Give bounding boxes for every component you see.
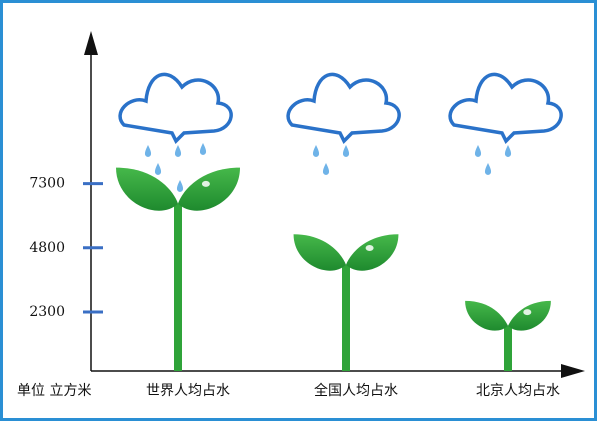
chart: 单位 立方米 7300 4800 2300 世界人均占水 全国人均占水 北京人均占水 bbox=[17, 31, 585, 399]
stem bbox=[342, 264, 350, 371]
raindrop bbox=[484, 163, 492, 175]
raindrop bbox=[504, 145, 512, 157]
shine bbox=[523, 309, 532, 316]
y-axis-label: 单位 立方米 bbox=[17, 383, 91, 399]
plant bbox=[293, 234, 399, 371]
cloud bbox=[448, 72, 563, 144]
raindrop bbox=[322, 163, 330, 175]
leaf bbox=[346, 234, 399, 271]
x-tick-label: 北京人均占水 bbox=[476, 383, 560, 399]
stem bbox=[174, 203, 182, 371]
x-tick-label: 世界人均占水 bbox=[146, 383, 230, 399]
raindrop bbox=[342, 145, 350, 157]
raindrop bbox=[474, 145, 482, 157]
raindrop bbox=[154, 163, 162, 175]
cloud bbox=[286, 72, 401, 144]
y-tick-label: 7300 bbox=[29, 176, 65, 192]
x-tick-label: 全国人均占水 bbox=[314, 382, 398, 399]
shine bbox=[201, 180, 210, 187]
cloud bbox=[118, 72, 233, 144]
raindrop bbox=[176, 180, 184, 192]
leaf bbox=[116, 167, 178, 211]
raindrop bbox=[199, 143, 207, 155]
raindrop bbox=[312, 145, 320, 157]
shine bbox=[365, 244, 374, 251]
leaf bbox=[508, 300, 551, 331]
raindrop bbox=[144, 145, 152, 157]
leaf bbox=[293, 234, 346, 271]
leaf bbox=[465, 300, 508, 331]
y-tick-label: 4800 bbox=[29, 240, 65, 256]
y-arrow bbox=[84, 31, 98, 55]
stem bbox=[504, 325, 512, 371]
leaf bbox=[178, 167, 240, 211]
y-tick-label: 2300 bbox=[29, 304, 65, 320]
plant bbox=[116, 167, 240, 371]
x-arrow bbox=[561, 364, 585, 378]
raindrop bbox=[174, 145, 182, 157]
plant bbox=[465, 300, 551, 371]
